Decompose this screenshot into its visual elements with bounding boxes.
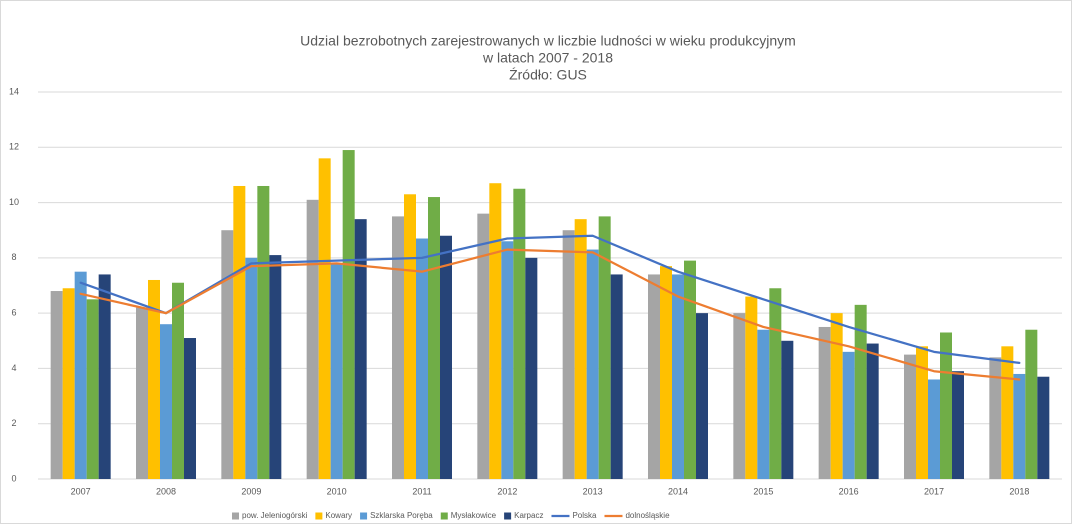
bar (1001, 346, 1014, 479)
bar (306, 199, 319, 480)
y-tick-label: 0 (11, 473, 16, 483)
y-tick-label: 10 (9, 197, 19, 207)
bar (733, 313, 746, 479)
x-tick-label: 2018 (1009, 486, 1029, 496)
bar (513, 188, 526, 479)
bar (648, 274, 660, 479)
legend-swatch (232, 512, 239, 520)
y-tick-label: 4 (11, 363, 16, 373)
bar (769, 288, 782, 479)
bar (74, 271, 87, 479)
bar (842, 351, 855, 479)
bar (781, 340, 794, 479)
bar (221, 230, 234, 479)
bar (392, 216, 404, 479)
bar (160, 324, 172, 479)
chart-title: Źródło: GUS (509, 67, 587, 83)
bar (989, 357, 1002, 479)
bar (904, 354, 916, 479)
bar (574, 219, 587, 479)
x-tick-label: 2014 (668, 486, 688, 496)
bar (610, 274, 623, 479)
bar (172, 282, 184, 479)
y-tick-label: 12 (9, 142, 19, 152)
legend-swatch (315, 512, 323, 520)
bar (404, 194, 416, 479)
bar (148, 279, 160, 479)
y-tick-label: 2 (11, 418, 16, 428)
y-tick-label: 14 (9, 86, 19, 96)
bar (62, 288, 75, 479)
bar (269, 255, 282, 479)
legend-label: Kowary (325, 511, 352, 520)
bar (672, 274, 684, 479)
bar (257, 185, 270, 479)
bar (98, 274, 111, 479)
bar (489, 183, 502, 479)
bar (501, 241, 514, 479)
bar (440, 235, 452, 479)
legend-swatch (360, 512, 368, 520)
legend-swatch (504, 512, 512, 520)
bar (416, 238, 428, 479)
bar (184, 338, 196, 479)
bar (866, 343, 879, 479)
x-tick-label: 2011 (412, 486, 431, 496)
bar (562, 230, 575, 479)
bar (354, 219, 367, 479)
bar (696, 313, 708, 479)
bar (916, 346, 928, 479)
bar (233, 185, 246, 479)
legend-label: Szklarska Poręba (370, 511, 433, 520)
x-tick-label: 2009 (241, 486, 261, 496)
y-tick-label: 6 (11, 308, 16, 318)
legend-label: Karpacz (514, 511, 543, 520)
bar (1037, 376, 1050, 479)
bar (586, 249, 599, 479)
line (79, 234, 1021, 365)
bar (477, 213, 490, 479)
bar (1013, 373, 1026, 479)
bar (757, 329, 770, 479)
bar (1025, 329, 1038, 479)
bar (660, 266, 672, 479)
bar (940, 332, 952, 479)
x-tick-label: 2013 (583, 486, 603, 496)
chart-title: w latach 2007 - 2018 (482, 50, 613, 66)
x-tick-label: 2008 (156, 486, 176, 496)
bar (598, 216, 611, 479)
x-tick-label: 2016 (839, 486, 859, 496)
bar (342, 150, 355, 480)
bar (318, 158, 331, 480)
bar (928, 379, 940, 479)
bar (136, 307, 148, 479)
legend-label: dolnośląskie (625, 511, 670, 520)
x-tick-label: 2015 (753, 486, 773, 496)
x-tick-label: 2012 (497, 486, 517, 496)
bar (86, 299, 99, 479)
bar (745, 296, 758, 479)
bar (525, 257, 538, 479)
bar (330, 263, 343, 479)
chart-title: Udzial bezrobotnych zarejestrowanych w l… (300, 33, 796, 49)
y-tick-label: 8 (11, 252, 16, 262)
x-tick-label: 2007 (71, 486, 91, 496)
bar (245, 257, 258, 479)
bar (830, 313, 843, 479)
bar (428, 197, 440, 480)
legend-label: pow. Jeleniogórski (242, 511, 308, 520)
legend-label: Polska (572, 511, 597, 520)
legend-swatch (440, 512, 448, 520)
bar (952, 371, 964, 479)
bar (50, 291, 63, 479)
x-tick-label: 2010 (327, 486, 347, 496)
line (79, 248, 1021, 381)
legend-label: Mysłakowice (451, 511, 497, 520)
bar (818, 326, 831, 479)
bar (684, 260, 696, 479)
x-tick-label: 2017 (924, 486, 944, 496)
